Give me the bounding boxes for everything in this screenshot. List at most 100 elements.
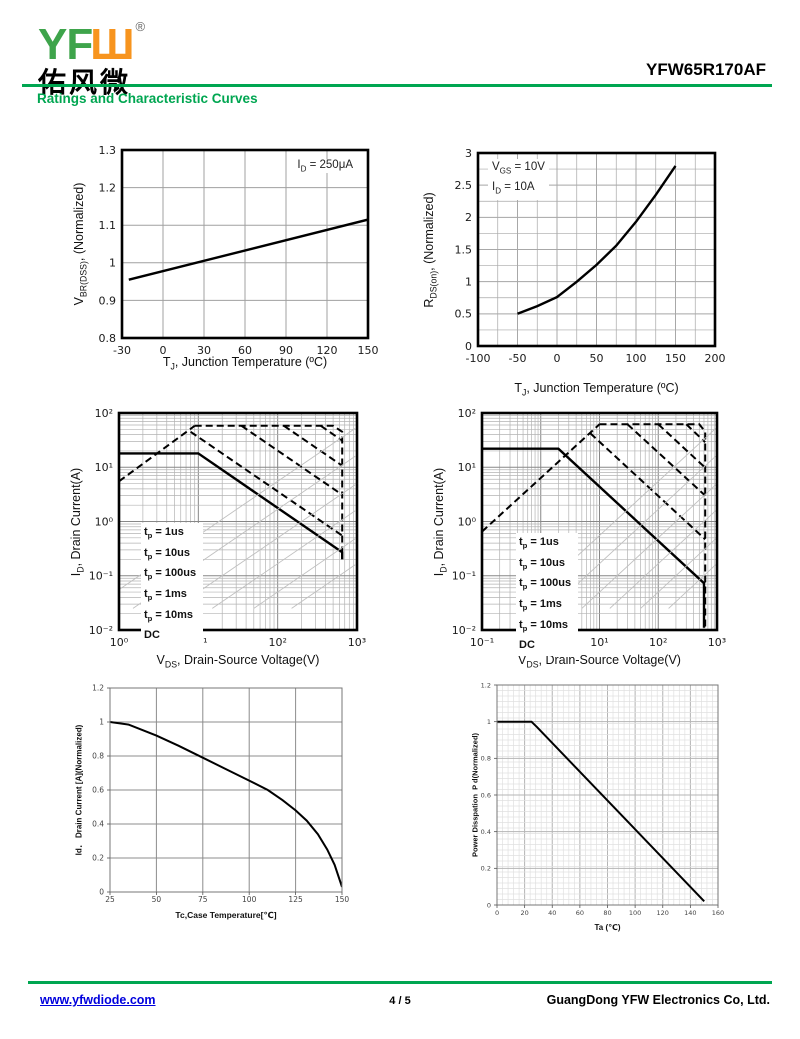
svg-text:100: 100 (626, 352, 647, 365)
svg-text:10⁻¹: 10⁻¹ (89, 570, 113, 583)
svg-text:10⁰: 10⁰ (458, 515, 477, 528)
svg-text:3: 3 (465, 147, 472, 160)
footer-rule (28, 981, 772, 984)
legend-tp-1us: tp = 1us (519, 536, 559, 551)
svg-text:2.5: 2.5 (455, 179, 473, 192)
chart-current-derating-ylabel: Id． Drain Current [A](Normalized) (74, 724, 84, 856)
svg-text:1.3: 1.3 (99, 144, 117, 157)
svg-text:0.2: 0.2 (481, 865, 491, 873)
legend-tp-100us: tp = 100us (144, 567, 197, 582)
legend-dc: DC (519, 639, 535, 652)
part-number: YFW65R170AF (646, 60, 766, 79)
svg-text:-50: -50 (509, 352, 527, 365)
svg-text:10⁻¹: 10⁻¹ (470, 636, 494, 649)
svg-text:10⁻¹: 10⁻¹ (452, 570, 476, 583)
logo-w-text: Ш (90, 20, 134, 69)
svg-text:1.2: 1.2 (481, 681, 491, 689)
svg-text:2: 2 (465, 211, 472, 224)
legend-tp-10us: tp = 10us (144, 546, 190, 561)
svg-text:10²: 10² (95, 407, 113, 420)
registered-trademark-icon: ® (135, 19, 145, 34)
svg-text:30: 30 (197, 344, 211, 357)
chart-breakdown-voltage-xlabel: TJ, Junction Temperature (ºC) (162, 355, 328, 372)
svg-text:1.1: 1.1 (99, 219, 117, 232)
chart-power-derating-ylabel: Power Disspation P d(Normalized) (470, 732, 480, 858)
svg-text:1: 1 (99, 718, 104, 727)
legend-tp-1ms: tp = 1ms (519, 598, 562, 613)
chart-rds-on-annotations: VGS = 10V ID = 10A (488, 159, 549, 200)
chart-power-derating-plot: 0 20 40 60 80 100 120 140 160 0 0.2 0.4 0.6 0.8 1 1.2 (481, 681, 725, 917)
chart-rds-on-ylabel: RDS(on), (Normalized) (421, 191, 439, 308)
svg-text:150: 150 (665, 352, 686, 365)
chart-rds-on-plot: -100 -50 0 50 100 150 200 0 0.5 1 1.5 2 2.5 3 (455, 147, 726, 365)
chart-breakdown-voltage-annotation: ID = 250μA (294, 159, 356, 174)
chart-power-derating: 0 20 40 60 80 100 120 140 160 0 0.2 0.4 0.6 0.8 1 1.2 P… (471, 681, 725, 932)
svg-text:10¹: 10¹ (95, 461, 113, 474)
legend-dc: DC (144, 629, 160, 642)
chart-current-derating-plot: 25 50 75 100 125 150 0 0.2 0.4 0.6 0.8 1 1.2 (92, 684, 349, 904)
svg-text:-100: -100 (466, 352, 491, 365)
svg-text:50: 50 (590, 352, 604, 365)
svg-text:1: 1 (109, 257, 116, 270)
svg-text:1.2: 1.2 (92, 684, 104, 693)
svg-text:1.2: 1.2 (99, 181, 117, 194)
chart-rds-on: -100 -50 0 50 100 150 200 0 0.5 1 1.5 2 2.5 3 RDS(on)… (422, 147, 726, 398)
svg-text:100: 100 (242, 895, 257, 904)
svg-text:140: 140 (684, 909, 696, 917)
chart-current-derating-xlabel: Tc,Case Temperature[℃] (175, 910, 277, 920)
legend-tp-1ms: tp = 1ms (144, 588, 187, 603)
svg-text:0.4: 0.4 (481, 828, 491, 836)
svg-text:1: 1 (465, 276, 472, 289)
svg-text:90: 90 (279, 344, 293, 357)
svg-text:10³: 10³ (708, 636, 726, 649)
svg-text:1: 1 (487, 718, 491, 726)
legend-tp-10us: tp = 10us (519, 556, 565, 571)
svg-text:0: 0 (99, 888, 104, 897)
svg-text:150: 150 (335, 895, 350, 904)
svg-text:1.5: 1.5 (455, 243, 473, 256)
legend-tp-100us: tp = 100us (519, 577, 572, 592)
svg-text:10¹: 10¹ (458, 461, 476, 474)
legend-tp-10ms: tp = 10ms (144, 608, 194, 623)
svg-text:0.9: 0.9 (99, 294, 117, 307)
svg-text:10⁰: 10⁰ (110, 636, 129, 649)
svg-text:0: 0 (554, 352, 561, 365)
svg-text:0.8: 0.8 (481, 755, 491, 763)
svg-text:160: 160 (712, 909, 724, 917)
svg-text:0.8: 0.8 (92, 752, 104, 761)
chart-rds-on-annotation-id: ID = 10A (492, 181, 535, 196)
svg-text:10²: 10² (268, 636, 286, 649)
logo-yf-text: YF (38, 20, 93, 69)
chart-soa-1-xlabel: VDS, Drain-Source Voltage(V) (156, 653, 320, 670)
legend-tp-10ms: tp = 10ms (519, 618, 569, 633)
page-number: 4 / 5 (389, 995, 411, 1007)
chart-soa-2-ylabel: ID, Drain Current(A) (431, 467, 449, 576)
svg-text:0: 0 (160, 344, 167, 357)
legend-tp-1us: tp = 1us (144, 526, 184, 541)
chart-soa-1-ylabel: ID, Drain Current(A) (68, 467, 86, 576)
svg-text:20: 20 (520, 909, 528, 917)
svg-text:80: 80 (603, 909, 611, 917)
svg-text:60: 60 (238, 344, 252, 357)
svg-text:0.4: 0.4 (92, 820, 104, 829)
svg-text:0: 0 (465, 340, 472, 353)
svg-text:25: 25 (105, 895, 115, 904)
svg-text:10³: 10³ (348, 636, 366, 649)
svg-text:0.5: 0.5 (455, 308, 473, 321)
svg-text:0: 0 (495, 909, 499, 917)
website-link[interactable]: www.yfwdiode.com (40, 993, 156, 1007)
chart-rds-on-annotation-vgs: VGS = 10V (492, 161, 545, 176)
svg-text:0.6: 0.6 (481, 791, 491, 799)
svg-text:60: 60 (576, 909, 584, 917)
svg-text:125: 125 (288, 895, 303, 904)
svg-text:-30: -30 (113, 344, 131, 357)
section-title: Ratings and Characteristic Curves (37, 91, 258, 106)
svg-text:75: 75 (198, 895, 208, 904)
svg-text:150: 150 (358, 344, 379, 357)
svg-text:120: 120 (657, 909, 669, 917)
company-logo: YFШ ® 佑风微 (38, 4, 145, 98)
